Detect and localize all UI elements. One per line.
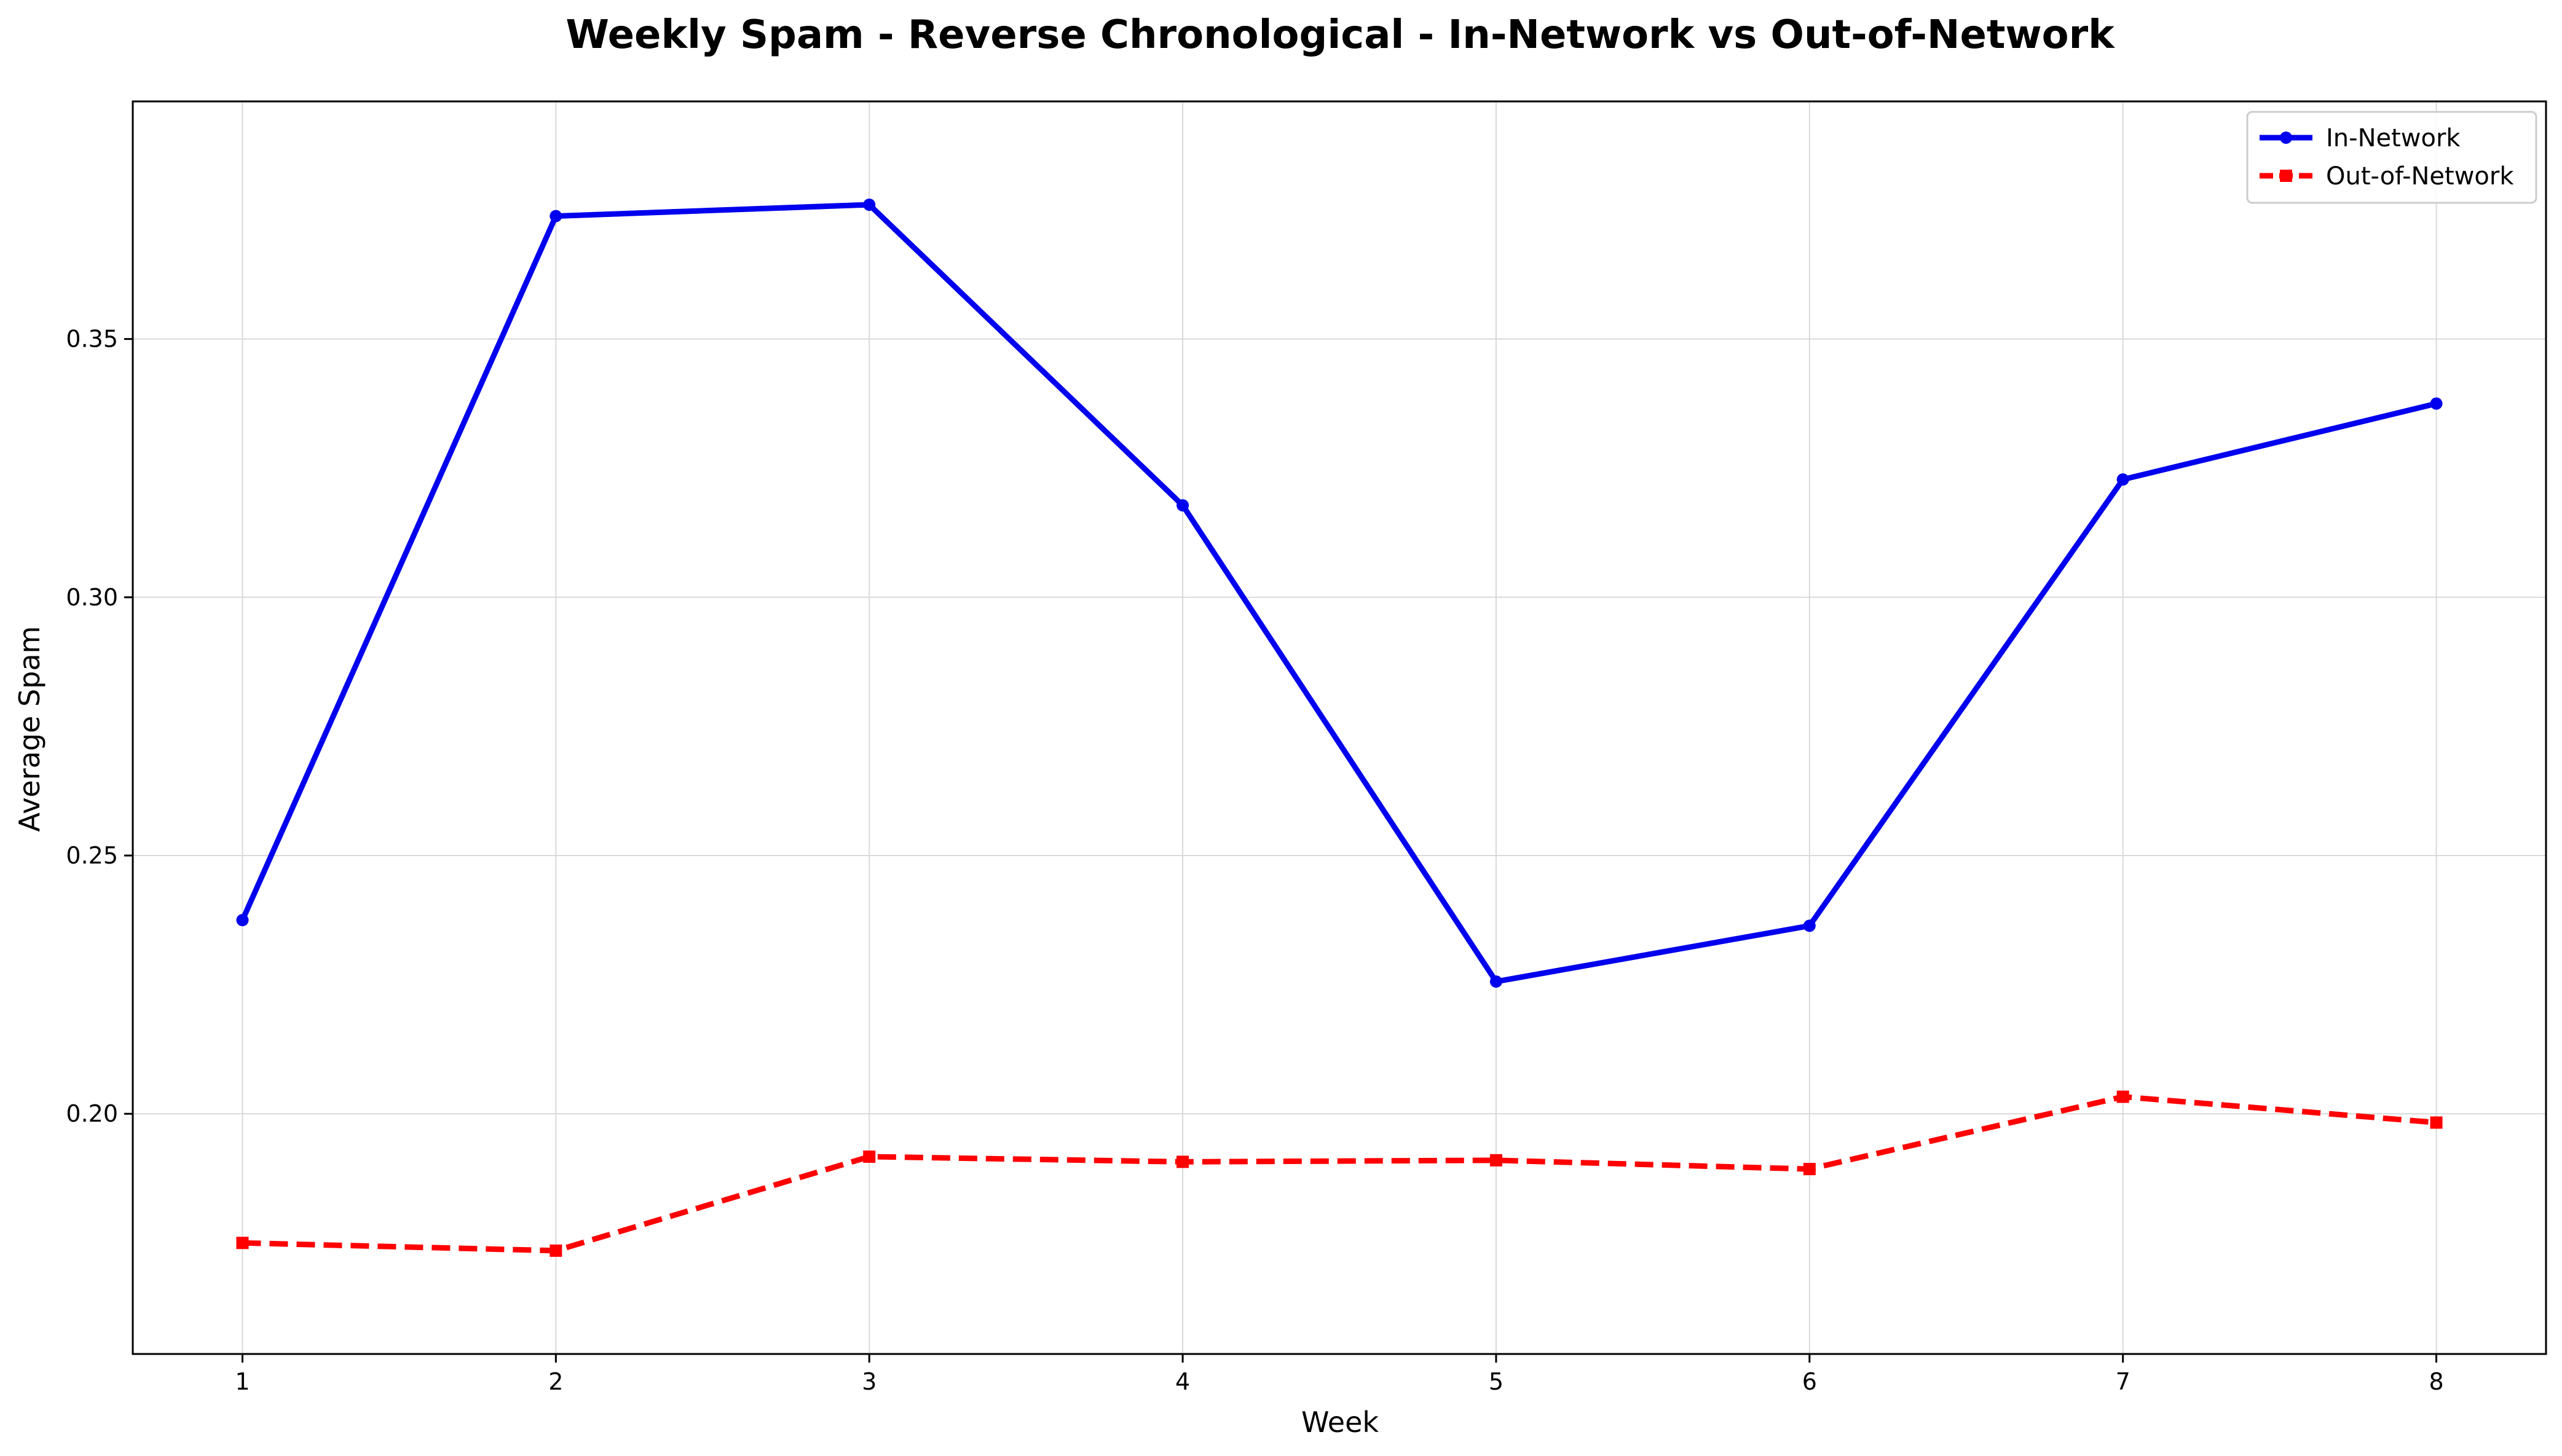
data-point [2116, 473, 2129, 486]
legend-box [2246, 111, 2537, 204]
y-tick-label: 0.25 [66, 842, 118, 869]
x-tick-label: 3 [862, 1368, 877, 1395]
data-point [2430, 397, 2443, 410]
x-tick-label: 2 [548, 1368, 563, 1395]
data-point [1489, 1154, 1502, 1167]
data-point [1177, 499, 1189, 512]
data-point [1489, 975, 1502, 988]
x-axis-label: Week [1301, 1406, 1379, 1439]
legend-label: In-Network [2326, 124, 2461, 152]
series-line [242, 1093, 2437, 1254]
series-layer [236, 199, 2443, 1257]
x-tick-label: 1 [235, 1368, 250, 1395]
x-tick-label: 8 [2429, 1368, 2443, 1395]
data-point [236, 914, 249, 927]
series-line [240, 202, 2437, 985]
y-tick-label: 0.20 [66, 1100, 118, 1127]
data-point [550, 1244, 562, 1257]
legend-marker [2280, 170, 2292, 182]
chart-title: Weekly Spam - Reverse Chronological - In… [566, 12, 2115, 58]
data-point [236, 1237, 249, 1249]
y-tick-label: 0.30 [66, 584, 118, 611]
grid-lines [133, 101, 2546, 1354]
y-axis-label: Average Spam [13, 626, 46, 832]
legend: In-Network Out-of-Network [2246, 111, 2537, 204]
x-tick-label: 7 [2116, 1368, 2130, 1395]
x-tick-label: 4 [1175, 1368, 1190, 1395]
data-point [863, 199, 876, 211]
data-point [2116, 1090, 2129, 1103]
data-point [1803, 1163, 1816, 1176]
x-tick-label: 5 [1489, 1368, 1504, 1395]
data-point [550, 210, 562, 222]
data-point [1177, 1155, 1189, 1168]
series-out-of-network [236, 1090, 2443, 1257]
data-point [2430, 1116, 2443, 1129]
y-tick-label: 0.35 [66, 326, 118, 353]
legend-label: Out-of-Network [2326, 162, 2514, 191]
series-in-network [236, 199, 2443, 988]
plot-area-frame [132, 100, 2547, 1355]
data-point [863, 1150, 876, 1163]
data-point [1803, 919, 1816, 932]
legend-marker [2280, 132, 2292, 144]
x-tick-label: 6 [1802, 1368, 1817, 1395]
axis-ticks: 1 2 3 4 5 6 7 8 0.20 0.25 0.30 0.35 [66, 326, 2443, 1395]
